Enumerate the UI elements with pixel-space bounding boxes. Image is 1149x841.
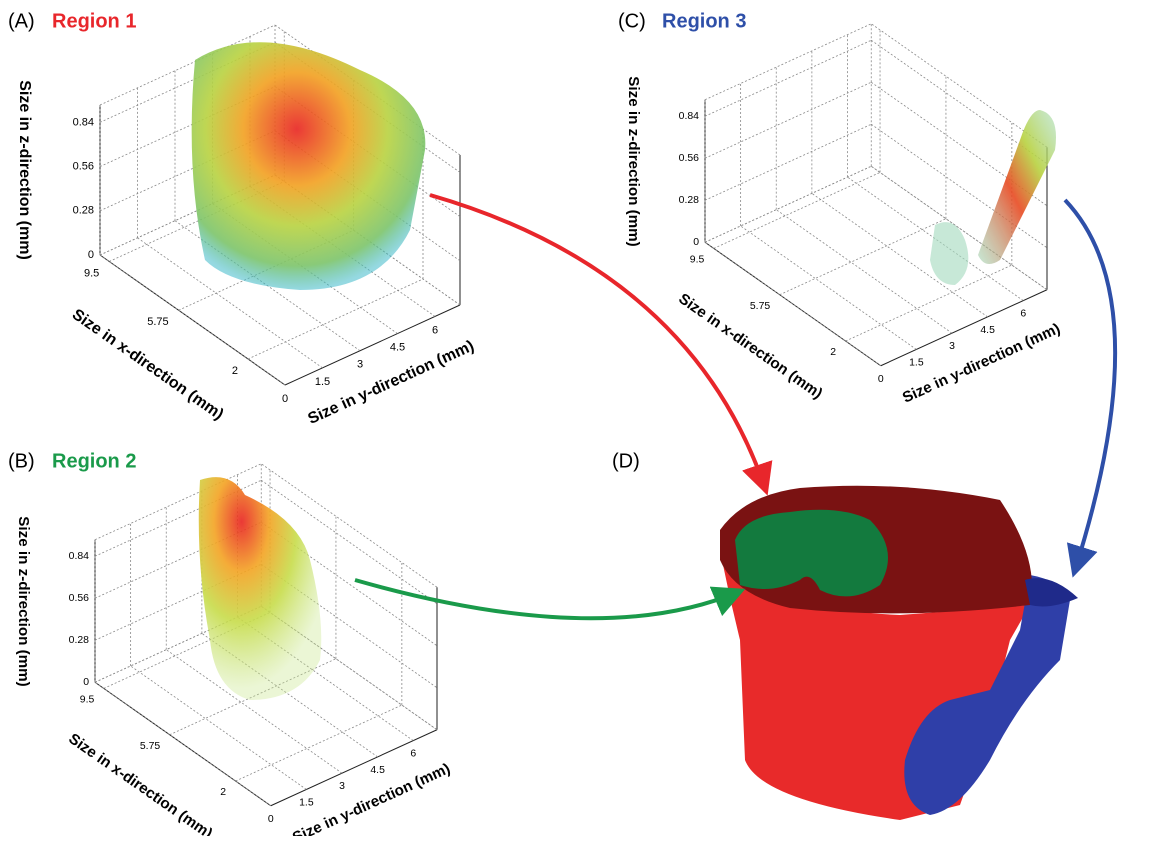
panel-letter: (C) <box>618 10 646 32</box>
z-tick-label: 0.84 <box>679 111 700 122</box>
grid-line <box>247 278 424 360</box>
grid-line <box>704 23 872 101</box>
x-tick-label: 2 <box>830 347 836 358</box>
arrows <box>354 193 1118 621</box>
panel-title: Region 1 <box>52 10 136 32</box>
z-tick-label: 0.28 <box>73 205 94 217</box>
arrow <box>1063 198 1118 578</box>
x-tick-label: 2 <box>220 787 226 798</box>
x-tick-label: 5.75 <box>750 301 771 312</box>
grid-line <box>94 463 262 541</box>
z-tick-label: 0.56 <box>69 593 90 604</box>
grid-line <box>235 704 403 782</box>
grid-line <box>99 24 276 106</box>
panel-letter: (A) <box>8 10 35 32</box>
grid-line <box>880 289 1048 367</box>
x-tick-label: 9.5 <box>80 695 95 706</box>
y-tick-label: 4.5 <box>390 341 405 353</box>
grid-line <box>779 218 947 296</box>
z-tick-label: 0.84 <box>73 116 94 128</box>
y-tick-label: 6 <box>1020 309 1026 320</box>
y-tick-label: 3 <box>339 781 345 792</box>
arrow <box>429 193 773 496</box>
y-tick-label: 0 <box>282 393 288 405</box>
grid-line <box>284 304 461 386</box>
y-tick-label: 1.5 <box>909 358 924 369</box>
panel-title: Region 3 <box>662 10 746 32</box>
grid-line <box>137 237 323 369</box>
grid-line <box>704 165 872 243</box>
z-tick-label: 0.84 <box>69 551 90 562</box>
panel-title: Region 2 <box>52 450 136 472</box>
arrow <box>354 578 746 621</box>
z-tick-label: 0 <box>693 237 699 248</box>
z-tick-label: 0.28 <box>679 195 700 206</box>
panel-letter: (D) <box>612 450 640 472</box>
grid-line <box>270 729 438 807</box>
panel-letter: (B) <box>8 450 35 472</box>
z-tick-label: 0 <box>83 677 89 688</box>
z-tick-label: 0 <box>88 249 94 261</box>
grid-line <box>704 39 872 117</box>
z-axis-label: Size in z-direction (mm) <box>625 76 642 246</box>
y-tick-label: 3 <box>357 359 363 371</box>
y-tick-label: 4.5 <box>980 325 995 336</box>
y-tick-label: 6 <box>410 749 416 760</box>
surface-render <box>720 485 1078 820</box>
grid-line <box>704 81 872 159</box>
z-tick-label: 0.56 <box>679 153 700 164</box>
volume-c <box>930 110 1056 285</box>
y-tick-label: 0 <box>268 814 274 825</box>
x-tick-label: 2 <box>232 365 238 377</box>
z-axis-label: Size in z-direction (mm) <box>16 80 33 260</box>
x-tick-label: 9.5 <box>84 267 99 279</box>
grid-line <box>845 264 1013 342</box>
x-tick-label: 9.5 <box>690 255 705 266</box>
z-tick-label: 0.28 <box>69 635 90 646</box>
volume-a <box>191 42 426 290</box>
grid-line <box>94 681 272 807</box>
grid-line <box>704 241 882 367</box>
grid-line <box>871 23 1048 148</box>
grid-line <box>99 254 286 386</box>
grid-line <box>713 172 881 249</box>
volume-b <box>198 477 322 700</box>
y-tick-label: 3 <box>949 341 955 352</box>
grid-line <box>704 123 872 201</box>
x-tick-label: 5.75 <box>147 316 168 328</box>
y-tick-label: 0 <box>878 374 884 385</box>
y-tick-label: 1.5 <box>299 798 314 809</box>
x-tick-label: 5.75 <box>140 741 161 752</box>
z-tick-label: 0.56 <box>73 160 94 172</box>
y-tick-label: 6 <box>432 324 438 336</box>
z-axis-label: Size in z-direction (mm) <box>15 516 32 686</box>
y-tick-label: 1.5 <box>315 376 330 388</box>
y-tick-label: 4.5 <box>370 765 385 776</box>
grid-line <box>704 165 872 243</box>
